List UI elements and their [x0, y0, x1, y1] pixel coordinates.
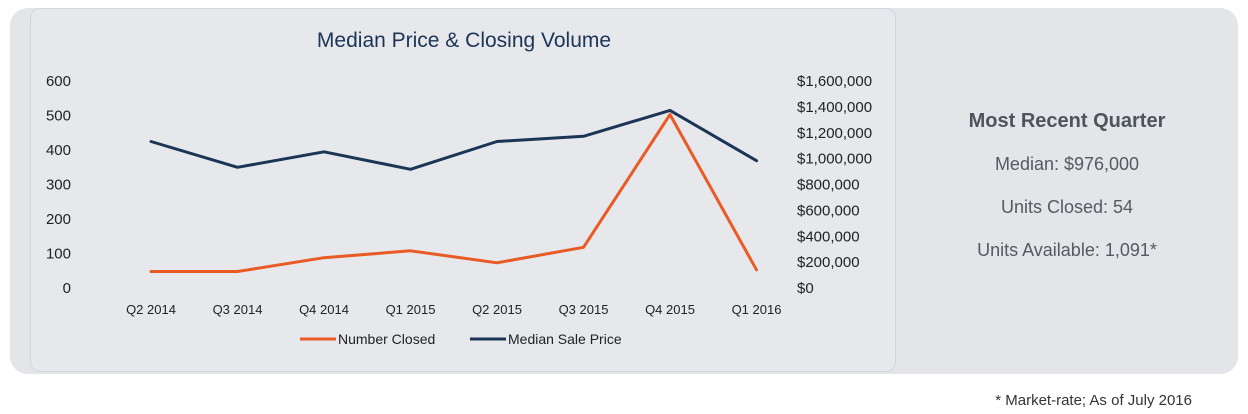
series-line-median-sale-price: [149, 108, 758, 171]
legend-label-median-sale-price: Median Sale Price: [508, 331, 622, 347]
summary-median: Median: $976,000: [994, 154, 1140, 174]
left-axis-tick-label: 500: [46, 108, 71, 125]
footnote: * Market-rate; As of July 2016: [995, 392, 1192, 409]
summary-title: Most Recent Quarter: [968, 110, 1166, 132]
x-axis-tick-label: Q2 2015: [472, 302, 522, 317]
right-axis-tick-label: $1,000,000: [797, 151, 872, 168]
right-axis-tick-label: $800,000: [797, 177, 860, 194]
right-axis-tick-label: $1,600,000: [797, 73, 872, 90]
chart-card: Median Price & Closing Volume 0 100 200 300 4…: [30, 8, 896, 372]
right-axis-tick-label: $1,400,000: [797, 99, 872, 116]
left-axis-tick-label: 100: [46, 246, 71, 263]
x-axis-tick-label: Q1 2015: [386, 302, 436, 317]
left-axis-tick-label: 300: [46, 177, 71, 194]
right-axis-tick-label: $200,000: [797, 254, 860, 271]
summary-units-available: Units Available: 1,091*: [977, 240, 1157, 260]
right-axis-tick-label: $600,000: [797, 202, 860, 219]
right-axis-tick-label: $400,000: [797, 228, 860, 245]
left-axis-tick-label: 600: [46, 73, 71, 90]
right-axis-tick-label: $1,200,000: [797, 125, 872, 142]
x-axis-tick-label: Q3 2014: [213, 302, 263, 317]
x-axis-tick-label: Q1 2016: [732, 302, 782, 317]
summary-panel: Most Recent Quarter Median: $976,000 Uni…: [896, 110, 1238, 283]
left-axis-tick-label: 0: [63, 280, 71, 297]
legend-label-number-closed: Number Closed: [338, 331, 435, 347]
left-axis-tick-label: 400: [46, 142, 71, 159]
summary-units-closed: Units Closed: 54: [1000, 197, 1134, 217]
x-axis-tick-label: Q3 2015: [559, 302, 609, 317]
x-axis-tick-label: Q4 2015: [645, 302, 695, 317]
right-axis-tick-label: $0: [797, 280, 814, 297]
left-axis-tick-label: 200: [46, 211, 71, 228]
x-axis-tick-label: Q2 2014: [126, 302, 176, 317]
x-axis-tick-label: Q4 2014: [299, 302, 349, 317]
chart-svg: Median Price & Closing Volume 0 100 200 300 4…: [46, 29, 872, 347]
series-line-number-closed: [149, 113, 758, 273]
chart-title: Median Price & Closing Volume: [317, 29, 611, 52]
